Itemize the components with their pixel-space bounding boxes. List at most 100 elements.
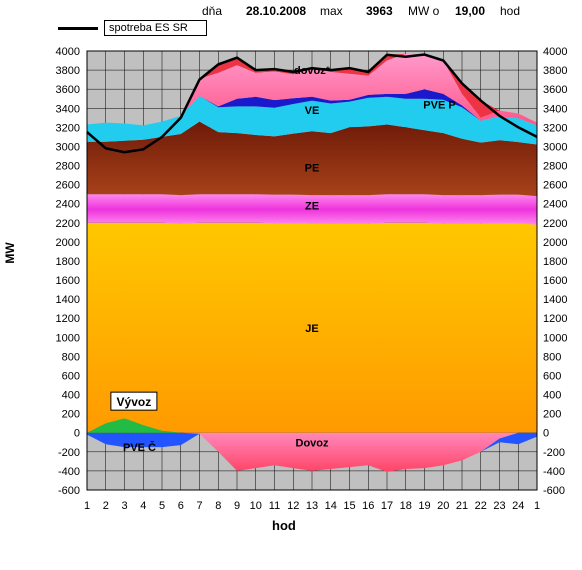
region-label: PE [305, 162, 320, 174]
y-tick-label-right: 1000 [543, 332, 567, 344]
x-tick-label: 14 [325, 500, 337, 512]
region-label: PVE Č [123, 441, 156, 454]
y-tick-label-left: 400 [62, 390, 80, 402]
unit-at-label: MW o [408, 4, 440, 18]
y-tick-label-left: 2800 [56, 161, 80, 173]
x-tick-label: 18 [400, 500, 412, 512]
x-tick-label: 24 [512, 500, 524, 512]
x-tick-label: 16 [362, 500, 374, 512]
y-tick-label-right: 2000 [543, 237, 567, 249]
x-tick-label: 9 [234, 500, 240, 512]
y-tick-label-left: 1200 [56, 313, 80, 325]
y-tick-label-left: 600 [62, 370, 80, 382]
y-tick-label-left: 2000 [56, 237, 80, 249]
region-label: Dovoz [296, 437, 330, 449]
y-tick-label-right: 800 [543, 351, 561, 363]
x-tick-label: 21 [456, 500, 468, 512]
annotation-vyvoz: Vývoz [117, 395, 152, 409]
y-tick-label-right: 3000 [543, 141, 567, 153]
x-tick-label: 20 [437, 500, 449, 512]
region-label: JE [305, 323, 318, 335]
area-pve-p [87, 89, 537, 126]
x-tick-label: 13 [306, 500, 318, 512]
y-tick-label-left: -400 [58, 466, 80, 478]
y-tick-label-left: 3200 [56, 122, 80, 134]
x-tick-label: 10 [250, 500, 262, 512]
date-label: dňa [202, 4, 223, 18]
y-tick-label-right: -400 [543, 466, 565, 478]
x-tick-label: 7 [196, 500, 202, 512]
max-label: max [320, 4, 343, 18]
x-tick-label: 12 [287, 500, 299, 512]
x-tick-label: 1 [534, 500, 540, 512]
annotation-box [110, 391, 158, 411]
y-tick-label-left: 200 [62, 409, 80, 421]
region-label: VE [305, 105, 320, 117]
y-tick-label-right: 1400 [543, 294, 567, 306]
x-tick-label: 23 [493, 500, 505, 512]
x-tick-label: 6 [178, 500, 184, 512]
y-tick-label-right: 1600 [543, 275, 567, 287]
y-tick-label-left: 0 [74, 428, 80, 440]
y-tick-label-right: 4000 [543, 46, 567, 58]
date-value: 28.10.2008 [246, 4, 307, 18]
y-tick-label-left: 2600 [56, 180, 80, 192]
x-tick-label: 17 [381, 500, 393, 512]
x-tick-label: 11 [269, 500, 280, 512]
y-tick-label-right: 600 [543, 370, 561, 382]
y-tick-label-right: 400 [543, 390, 561, 402]
x-axis-label: hod [272, 518, 296, 533]
x-tick-label: 4 [140, 500, 146, 512]
y-tick-label-left: 2400 [56, 199, 80, 211]
y-tick-label-right: 3400 [543, 103, 567, 115]
y-tick-label-right: -200 [543, 447, 565, 459]
area-dovoz-negative [87, 432, 537, 472]
y-tick-label-right: 3200 [543, 122, 567, 134]
y-tick-label-left: 4000 [56, 46, 80, 58]
y-tick-label-left: 3400 [56, 103, 80, 115]
y-tick-label-left: 1400 [56, 294, 80, 306]
y-tick-label-left: -600 [58, 485, 80, 497]
y-tick-label-left: 3000 [56, 141, 80, 153]
region-label: PVE P [423, 99, 455, 111]
y-tick-label-left: 2200 [56, 218, 80, 230]
x-tick-label: 3 [121, 500, 127, 512]
y-tick-label-right: 2800 [543, 161, 567, 173]
y-tick-label-right: 0 [543, 428, 549, 440]
y-tick-label-right: 3600 [543, 84, 567, 96]
y-tick-label-left: 3600 [56, 84, 80, 96]
y-tick-label-left: 800 [62, 351, 80, 363]
legend: spotreba ES SR [58, 20, 207, 36]
hour-value: 19,00 [455, 4, 486, 18]
y-tick-label-left: 1000 [56, 332, 80, 344]
y-tick-label-right: 1800 [543, 256, 567, 268]
x-tick-label: 2 [103, 500, 109, 512]
y-tick-label-left: 1800 [56, 256, 80, 268]
area-ze [87, 194, 537, 225]
y-tick-label-right: 3800 [543, 65, 567, 77]
legend-line-swatch [58, 26, 98, 30]
x-tick-label: 22 [475, 500, 487, 512]
area-pe [87, 121, 537, 197]
area-pve-c [87, 432, 537, 472]
y-axis-label: MW [3, 242, 17, 264]
x-tick-label: 5 [159, 500, 165, 512]
area-je [87, 222, 537, 433]
region-label: dovoz* [294, 65, 331, 77]
y-tick-label-right: 2400 [543, 199, 567, 211]
area-ve [87, 95, 537, 145]
max-value: 3963 [366, 4, 393, 18]
y-tick-label-right: 200 [543, 409, 561, 421]
y-tick-label-right: -600 [543, 485, 565, 497]
y-tick-label-right: 1200 [543, 313, 567, 325]
y-tick-label-left: 3800 [56, 65, 80, 77]
x-tick-label: 1 [84, 500, 90, 512]
y-tick-label-right: 2200 [543, 218, 567, 230]
y-tick-label-left: 1600 [56, 275, 80, 287]
y-tick-label-right: 2600 [543, 180, 567, 192]
y-tick-label-left: -200 [58, 447, 80, 459]
region-label: ZE [305, 201, 319, 213]
hour-label: hod [500, 4, 521, 18]
area-dovoz-import [87, 53, 537, 126]
